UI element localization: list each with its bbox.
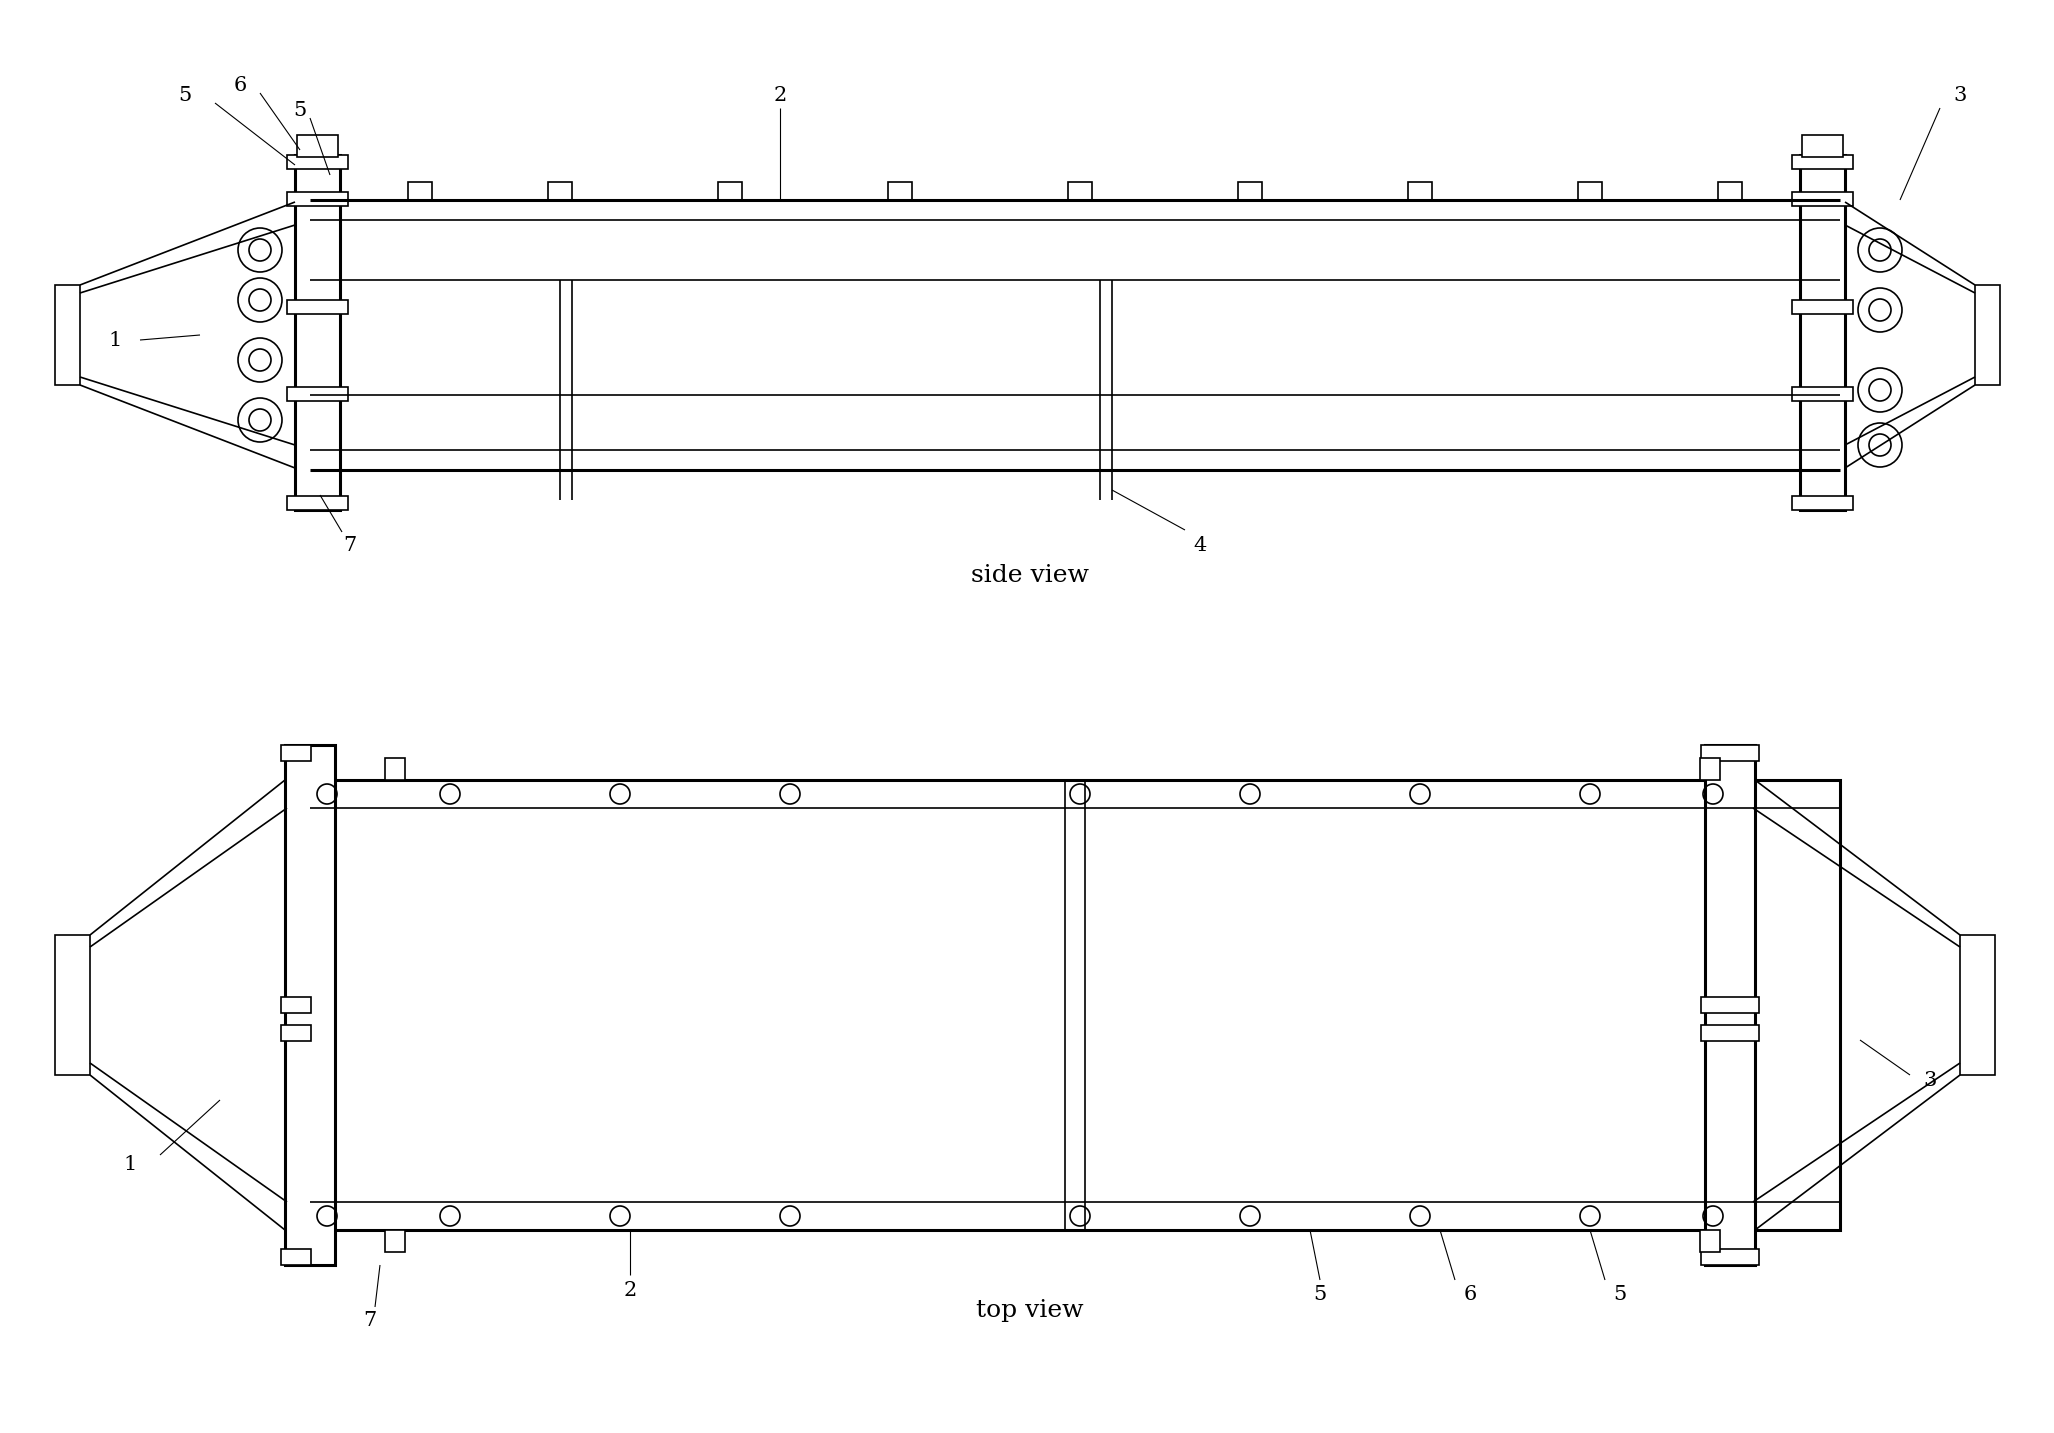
Text: 2: 2 — [622, 1281, 637, 1300]
Bar — [1407, 182, 1432, 201]
Bar — [288, 387, 347, 401]
Bar — [296, 155, 341, 510]
Bar — [1791, 496, 1853, 510]
Bar — [288, 192, 347, 206]
Bar — [1705, 745, 1754, 1265]
Bar — [1701, 997, 1758, 1013]
Bar — [1791, 299, 1853, 314]
Bar — [281, 997, 310, 1013]
Bar — [1577, 182, 1602, 201]
Bar — [1799, 155, 1844, 510]
Bar — [1701, 745, 1758, 761]
Bar — [281, 745, 310, 761]
Bar — [1960, 934, 1994, 1075]
Text: 5: 5 — [1313, 1285, 1327, 1304]
Bar — [286, 745, 335, 1265]
Bar — [281, 1250, 310, 1265]
Bar — [1976, 285, 2001, 385]
Bar — [1068, 182, 1093, 201]
Bar — [1701, 758, 1719, 780]
Bar — [298, 135, 339, 158]
Bar — [55, 285, 80, 385]
Bar — [1791, 155, 1853, 169]
Bar — [887, 182, 912, 201]
Bar — [281, 1025, 310, 1040]
Text: 5: 5 — [179, 86, 191, 105]
Bar — [1701, 1230, 1719, 1252]
Text: 3: 3 — [1953, 86, 1966, 105]
Text: 1: 1 — [123, 1155, 138, 1175]
Text: 1: 1 — [109, 331, 121, 350]
Bar — [288, 155, 347, 169]
Bar — [288, 299, 347, 314]
Bar — [719, 182, 741, 201]
Text: top view: top view — [976, 1298, 1085, 1321]
Text: 5: 5 — [1612, 1285, 1627, 1304]
Bar — [310, 780, 1840, 1230]
Bar — [548, 182, 571, 201]
Bar — [55, 934, 90, 1075]
Text: 5: 5 — [294, 100, 306, 119]
Text: 7: 7 — [364, 1311, 376, 1330]
Bar — [384, 758, 405, 780]
Bar — [1801, 135, 1842, 158]
Text: 3: 3 — [1923, 1070, 1937, 1089]
Bar — [288, 496, 347, 510]
Bar — [1717, 182, 1742, 201]
Text: 6: 6 — [1462, 1285, 1477, 1304]
Bar — [1701, 1025, 1758, 1040]
Text: 6: 6 — [234, 76, 246, 95]
Bar — [1791, 387, 1853, 401]
Bar — [1791, 192, 1853, 206]
Bar — [1701, 1250, 1758, 1265]
Text: 4: 4 — [1193, 536, 1206, 555]
Text: 7: 7 — [343, 536, 357, 555]
Text: side view: side view — [972, 563, 1089, 586]
Text: 2: 2 — [774, 86, 787, 105]
Bar — [384, 1230, 405, 1252]
Bar — [409, 182, 431, 201]
Bar — [1239, 182, 1261, 201]
